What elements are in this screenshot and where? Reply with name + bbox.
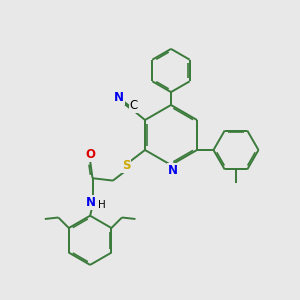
Text: H: H	[98, 200, 106, 210]
Text: O: O	[85, 148, 95, 161]
Text: N: N	[167, 164, 178, 177]
Text: S: S	[122, 159, 130, 172]
Text: N: N	[86, 196, 96, 209]
Text: N: N	[114, 91, 124, 104]
Text: C: C	[130, 99, 138, 112]
